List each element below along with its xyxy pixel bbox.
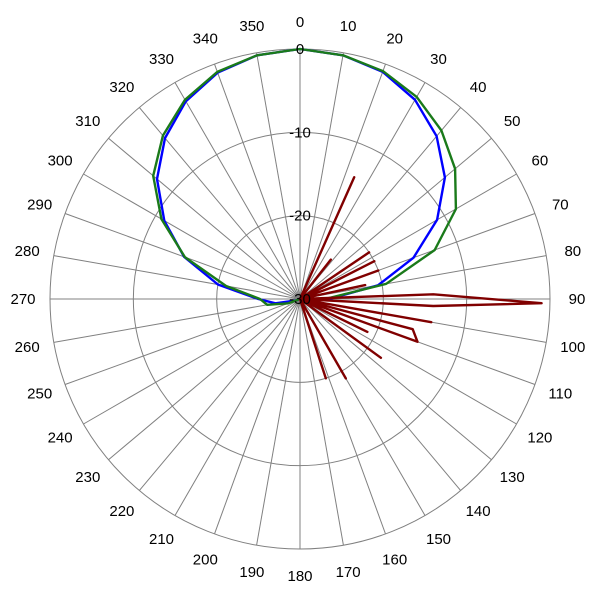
angle-label: 40 xyxy=(470,79,487,96)
grid-spoke xyxy=(138,107,301,300)
angle-label: 300 xyxy=(48,153,73,170)
angle-label: 130 xyxy=(500,469,525,486)
grid-spoke xyxy=(299,137,492,300)
angle-label: 310 xyxy=(75,113,100,130)
grid-spoke xyxy=(214,298,301,535)
angle-label: 150 xyxy=(426,531,451,548)
angle-label: 270 xyxy=(10,291,35,308)
angle-label: 10 xyxy=(340,18,357,35)
angle-label: 160 xyxy=(382,551,407,568)
angle-label: 230 xyxy=(75,469,100,486)
grid-spoke xyxy=(108,137,301,300)
angle-label: 0 xyxy=(296,14,304,31)
grid-spoke xyxy=(53,298,301,343)
angle-label: 250 xyxy=(27,386,52,403)
angle-label: 20 xyxy=(386,31,403,48)
angle-label: 50 xyxy=(504,113,521,130)
grid-spoke xyxy=(214,63,301,300)
series-line-3 xyxy=(298,176,543,380)
angle-label: 320 xyxy=(109,79,134,96)
grid-spoke xyxy=(299,173,517,300)
grid-spoke xyxy=(299,298,517,425)
radial-tick-label: 0 xyxy=(296,41,304,58)
grid-spoke xyxy=(299,63,386,300)
radial-tick-labels: 0 -10 -20 -30 xyxy=(289,41,311,308)
angle-label: 90 xyxy=(569,291,586,308)
angle-label: 110 xyxy=(548,386,572,403)
angle-label: 350 xyxy=(239,18,264,35)
grid-spoke xyxy=(256,52,301,300)
angle-label: 170 xyxy=(336,564,361,581)
grid-spoke xyxy=(174,298,301,516)
angle-label: 140 xyxy=(466,503,491,520)
grid-spoke xyxy=(256,298,301,546)
grid-spoke xyxy=(83,298,301,425)
grid-spoke xyxy=(174,82,301,300)
grid-spoke xyxy=(299,82,426,300)
angle-label: 260 xyxy=(15,339,40,356)
radial-tick-label: -30 xyxy=(289,291,311,308)
angle-label: 200 xyxy=(193,551,218,568)
grid-spoke xyxy=(299,255,547,300)
angle-label: 190 xyxy=(239,564,264,581)
grid-spoke xyxy=(138,298,301,491)
radial-tick-label: -20 xyxy=(289,208,311,225)
grid-spoke xyxy=(299,298,492,461)
angle-label: 340 xyxy=(193,31,218,48)
radial-tick-label: -10 xyxy=(289,124,311,141)
angle-label: 330 xyxy=(149,51,174,68)
grid-spoke xyxy=(108,298,301,461)
grid-spoke xyxy=(299,298,386,535)
angle-label: 70 xyxy=(552,196,569,213)
angle-label: 120 xyxy=(527,430,552,447)
grid-spoke xyxy=(299,107,462,300)
angle-label: 180 xyxy=(287,568,312,585)
angle-label: 280 xyxy=(15,243,40,260)
grid-spoke xyxy=(64,298,301,385)
series-line-2 xyxy=(152,47,458,306)
angle-label: 80 xyxy=(564,243,581,260)
grid-spoke xyxy=(83,173,301,300)
angle-label: 60 xyxy=(532,153,549,170)
grid-spoke xyxy=(53,255,301,300)
grid-spoke xyxy=(299,298,344,546)
angle-label: 30 xyxy=(430,51,447,68)
angle-label: 100 xyxy=(560,339,585,356)
grid-spoke xyxy=(299,52,344,300)
data-series-layer xyxy=(152,47,543,380)
grid-spoke xyxy=(299,298,462,491)
angle-label: 240 xyxy=(48,430,73,447)
angle-label: 210 xyxy=(149,531,174,548)
angle-label: 220 xyxy=(109,503,134,520)
angle-label: 290 xyxy=(27,196,52,213)
angle-tick-labels: 0 10 20 30 40 50 60 70 80 90 100 110 120 130 140 150 160… xyxy=(10,14,585,585)
